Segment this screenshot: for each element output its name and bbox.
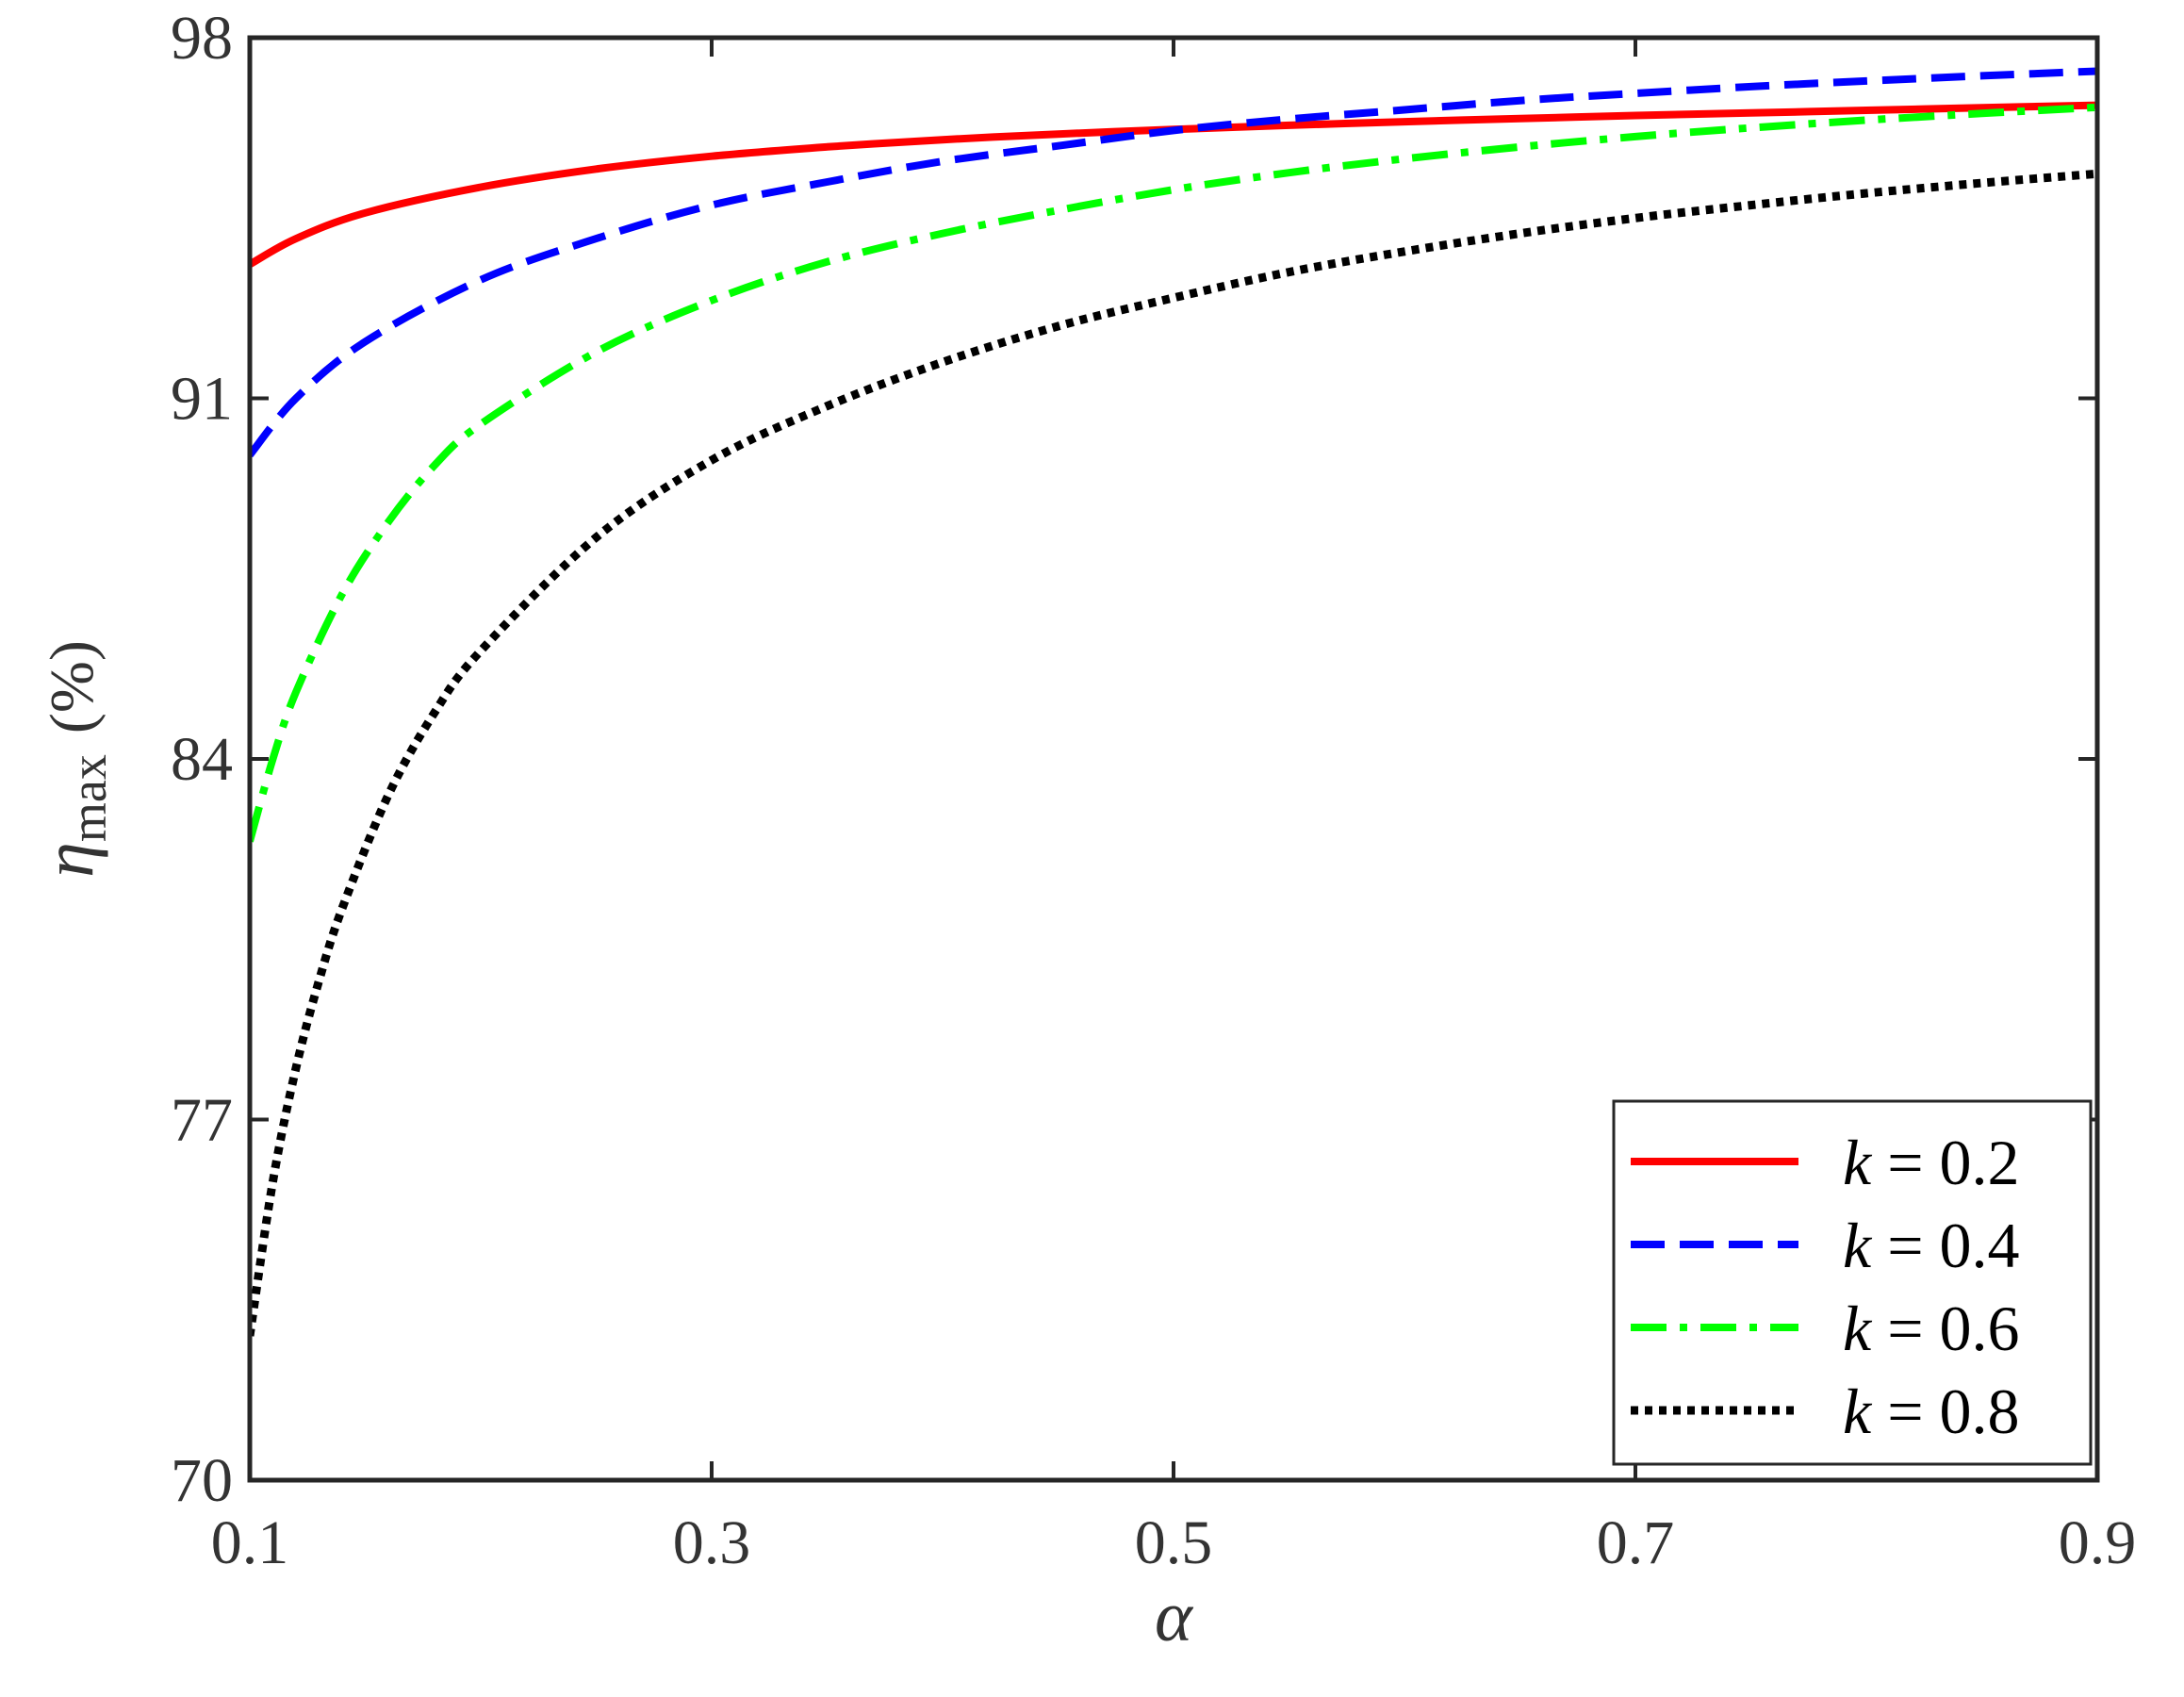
y-axis-label: ηmax (%) <box>29 640 117 878</box>
series-layer <box>250 67 2097 1337</box>
y-tick-label: 77 <box>171 1086 233 1155</box>
svg-text:ηmax(%): ηmax (%) <box>29 640 117 878</box>
y-tick-label: 70 <box>171 1446 233 1515</box>
x-axis-label: α <box>1155 1577 1194 1656</box>
x-tick-label: 0.5 <box>1135 1508 1213 1577</box>
legend-label: k = 0.6 <box>1843 1293 2020 1364</box>
x-tick-label: 0.7 <box>1597 1508 1675 1577</box>
x-tick-label: 0.9 <box>2059 1508 2137 1577</box>
series-line-2 <box>250 67 2097 458</box>
legend-label: k = 0.8 <box>1843 1376 2020 1447</box>
y-axis-subscript: max <box>60 754 117 842</box>
y-tick-label: 98 <box>171 4 233 73</box>
y-tick-label: 84 <box>171 725 233 794</box>
x-tick-label: 0.1 <box>211 1508 289 1577</box>
series-line-3 <box>250 103 2097 843</box>
y-axis-symbol: η <box>29 842 108 878</box>
legend-label: k = 0.4 <box>1843 1210 2020 1281</box>
legend-label: k = 0.2 <box>1843 1127 2020 1198</box>
tick-layer: 0.1 0.3 0.5 0.7 0.9 70 77 84 91 98 <box>171 4 2136 1577</box>
legend: k = 0.2 k = 0.4 k = 0.6 k = 0.8 <box>1612 1099 2093 1466</box>
y-axis-unit: (%) <box>38 640 107 733</box>
y-tick-label: 91 <box>171 365 233 434</box>
x-tick-label: 0.3 <box>673 1508 751 1577</box>
series-line-4 <box>250 169 2097 1337</box>
